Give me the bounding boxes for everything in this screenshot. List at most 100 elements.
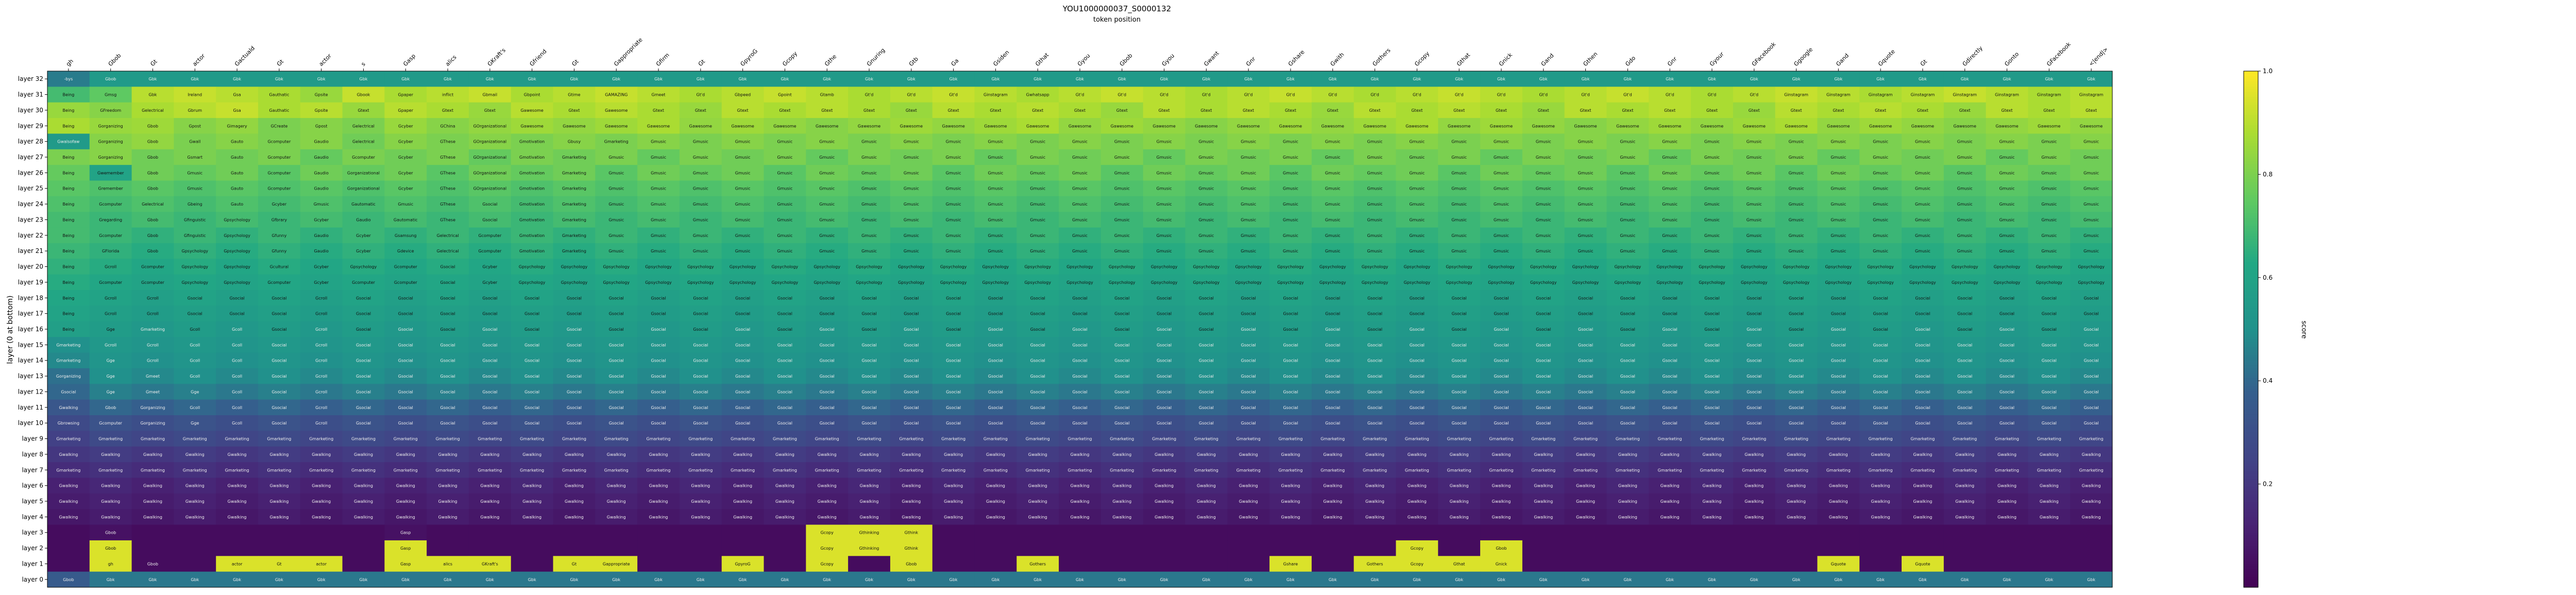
heatmap-cell xyxy=(1606,540,1649,556)
cell-label: Gpsychology xyxy=(730,280,756,285)
cell-label: Gmusic xyxy=(1578,186,1594,191)
cell-label: Gsocial xyxy=(904,374,919,379)
cell-label: Gsocial xyxy=(1747,405,1761,410)
cell-label: Gmusic xyxy=(1536,186,1551,191)
heatmap-cell xyxy=(806,227,849,244)
heatmap-cell xyxy=(1859,556,1902,572)
cell-label: Gsocial xyxy=(1915,389,1930,394)
cell-label: Gsocial xyxy=(820,296,835,300)
colorbar-segment xyxy=(2244,159,2258,162)
cell-label: Gmusic xyxy=(1451,217,1467,222)
heatmap-cell xyxy=(258,243,301,259)
cell-label: Gsocial xyxy=(1789,405,1804,410)
heatmap-cell xyxy=(1059,165,1101,181)
cell-label: Gsocial xyxy=(1030,343,1045,347)
colorbar-segment xyxy=(2244,110,2258,113)
cell-label: Gtext xyxy=(1706,108,1718,113)
colorbar-segment xyxy=(2244,311,2258,314)
heatmap-cell xyxy=(1859,524,1902,541)
colorbar-segment xyxy=(2244,223,2258,227)
cell-label: Gwalking xyxy=(1071,499,1090,504)
cell-label: Gtext xyxy=(695,108,706,113)
heatmap-cell xyxy=(1522,212,1565,228)
cell-label: Gmarketing xyxy=(815,468,839,472)
cell-label: Gsocial xyxy=(524,405,539,410)
cell-label: Gsocial xyxy=(1325,374,1340,379)
cell-label: Gsocial xyxy=(1999,312,2014,316)
colorbar-segment xyxy=(2244,277,2258,281)
cell-label: Gwalking xyxy=(1112,499,1131,504)
x-tick-label: Gand xyxy=(1540,52,1555,67)
heatmap-cell xyxy=(2070,87,2113,103)
heatmap-cell xyxy=(1227,118,1270,134)
heatmap-cell xyxy=(932,71,975,87)
cell-label: Gsocial xyxy=(440,312,455,316)
cell-label: Gt xyxy=(277,562,281,566)
cell-label: Gsocial xyxy=(609,405,624,410)
heatmap-cell xyxy=(848,243,891,259)
cell-label: Gwalking xyxy=(733,515,752,519)
cell-label: Gmarketing xyxy=(1236,468,1261,472)
cell-label: Gsocial xyxy=(524,359,539,363)
cell-label: Gmusic xyxy=(2083,233,2099,238)
colorbar-segment xyxy=(2244,463,2258,467)
heatmap-cell xyxy=(932,133,975,150)
cell-label: Gsocial xyxy=(356,374,371,379)
cell-label: Gmusic xyxy=(1157,233,1172,238)
heatmap-cell xyxy=(932,227,975,244)
x-tick-label: Gbob xyxy=(107,52,123,67)
heatmap-cell xyxy=(1016,243,1059,259)
heatmap-cell xyxy=(1100,133,1144,150)
cell-label: Gmusic xyxy=(1873,202,1888,207)
y-tick-label: layer 19 xyxy=(18,279,43,286)
cell-label: Gfunny xyxy=(272,249,286,253)
heatmap-cell xyxy=(2028,540,2071,556)
heatmap-cell xyxy=(89,149,132,165)
heatmap-cell xyxy=(1059,524,1101,541)
cell-label: GThese xyxy=(440,155,455,160)
heatmap-cell xyxy=(300,87,343,103)
cell-label: Gsocial xyxy=(1325,327,1340,332)
heatmap-cell xyxy=(384,87,427,103)
colorbar-segment xyxy=(2244,197,2258,201)
cell-label: Gwalking xyxy=(1618,452,1637,457)
cell-label: Gsocial xyxy=(440,421,455,426)
cell-label: Gmusic xyxy=(1114,233,1130,238)
cell-label: Gmusic xyxy=(1367,155,1383,160)
heatmap-cell xyxy=(637,540,680,556)
cell-label: Gmusic xyxy=(1283,155,1298,160)
cell-label: Gbob xyxy=(105,546,116,551)
cell-label: Gwalking xyxy=(1955,484,1974,488)
cell-label: Gwalking xyxy=(1112,515,1131,519)
cell-label: Gsocial xyxy=(1452,359,1467,363)
heatmap-cell xyxy=(511,71,554,87)
cell-label: Gsocial xyxy=(1241,374,1256,379)
heatmap-cell xyxy=(974,149,1017,165)
heatmap-cell xyxy=(764,524,806,541)
colorbar-segment xyxy=(2244,365,2258,368)
colorbar-segment xyxy=(2244,522,2258,526)
cell-label: Gsocial xyxy=(2084,327,2099,332)
heatmap-cell xyxy=(637,102,680,118)
cell-label: Gbk xyxy=(1961,77,1969,81)
cell-label: Gsocial xyxy=(1831,327,1846,332)
heatmap-cell xyxy=(511,259,554,275)
cell-label: Gmusic xyxy=(861,202,877,207)
heatmap-cell xyxy=(89,133,132,150)
cell-label: Gmusic xyxy=(1662,171,1677,175)
heatmap-cell xyxy=(1185,556,1228,572)
colorbar-segment xyxy=(2244,558,2258,562)
heatmap-cell xyxy=(637,71,680,87)
cell-label: Gpsychology xyxy=(224,217,250,222)
colorbar-segment xyxy=(2244,205,2258,209)
cell-label: Gwalking xyxy=(902,499,921,504)
heatmap-cell xyxy=(553,180,596,197)
cell-label: Gsocial xyxy=(1367,405,1382,410)
cell-label: Gsocial xyxy=(1072,374,1087,379)
colorbar-segment xyxy=(2244,551,2258,554)
cell-label: Gmusic xyxy=(1620,233,1635,238)
colorbar-segment xyxy=(2244,525,2258,529)
x-tick-label: Gyou xyxy=(1161,53,1176,68)
cell-label: Gsocial xyxy=(1999,421,2014,426)
heatmap-cell xyxy=(806,133,849,150)
